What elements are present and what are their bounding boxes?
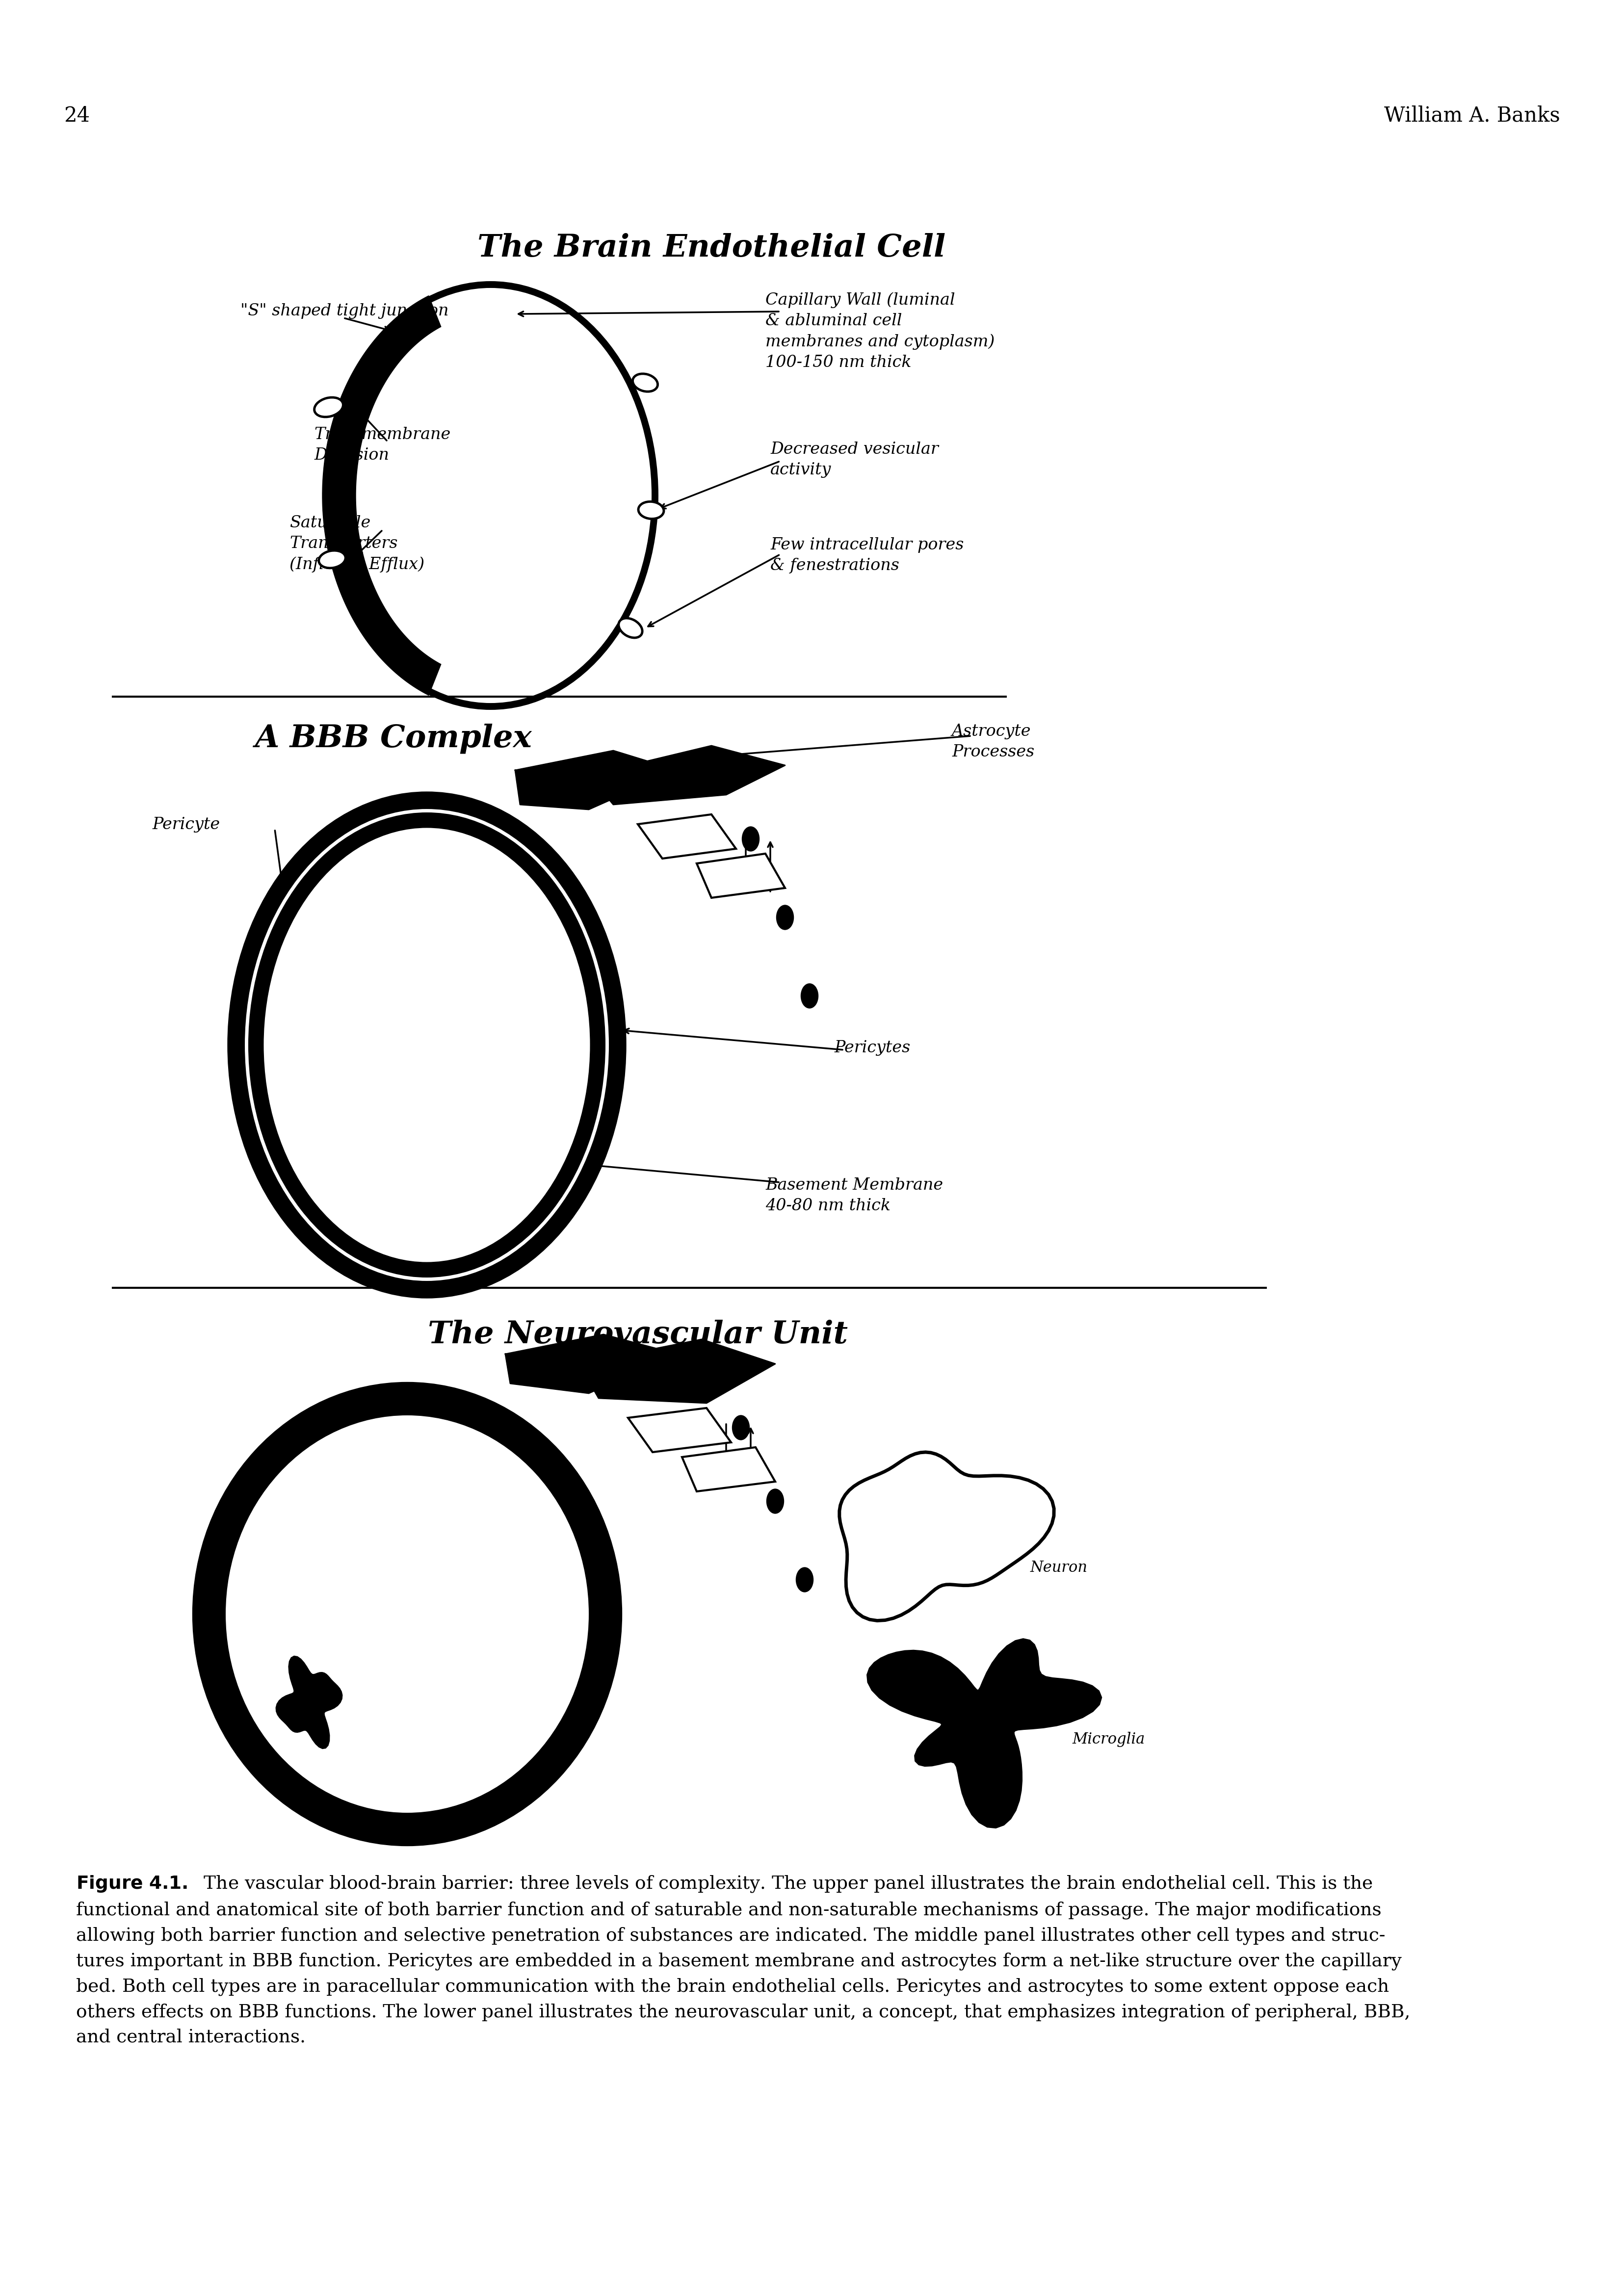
Polygon shape: [505, 1333, 677, 1393]
Text: Few intracellular pores
& fenestrations: Few intracellular pores & fenestrations: [770, 537, 963, 574]
Text: 24: 24: [63, 106, 89, 126]
Ellipse shape: [801, 985, 818, 1008]
Ellipse shape: [263, 828, 590, 1262]
Text: William A. Banks: William A. Banks: [1384, 106, 1561, 126]
Ellipse shape: [767, 1489, 784, 1512]
Polygon shape: [590, 746, 784, 806]
Polygon shape: [515, 750, 677, 810]
Text: Pericytes: Pericytes: [835, 1040, 909, 1056]
Polygon shape: [628, 1409, 731, 1453]
Text: The Brain Endothelial Cell: The Brain Endothelial Cell: [477, 234, 945, 264]
Text: The Neurovascular Unit: The Neurovascular Unit: [427, 1320, 848, 1349]
Text: Pericyte: Pericyte: [153, 817, 219, 833]
Text: Basement Membrane
40-80 nm thick: Basement Membrane 40-80 nm thick: [765, 1177, 944, 1214]
Polygon shape: [578, 1340, 775, 1402]
Text: Microglia: Microglia: [1072, 1733, 1145, 1746]
Ellipse shape: [315, 397, 343, 418]
Polygon shape: [682, 1448, 775, 1492]
Text: Regulatory →
Molecules: Regulatory → Molecules: [274, 1577, 375, 1611]
Polygon shape: [867, 1639, 1101, 1827]
Text: $\mathbf{Figure\ 4.1.}$  The vascular blood-brain barrier: three levels of compl: $\mathbf{Figure\ 4.1.}$ The vascular blo…: [76, 1875, 1410, 2047]
Text: Saturable
Transporters
(Influx & Efflux): Saturable Transporters (Influx & Efflux): [289, 514, 424, 571]
Polygon shape: [697, 854, 784, 897]
Text: Neuron: Neuron: [1030, 1561, 1088, 1574]
Text: A BBB Complex: A BBB Complex: [255, 723, 533, 753]
Ellipse shape: [742, 826, 760, 851]
Text: Nutrients →: Nutrients →: [378, 1528, 468, 1542]
Ellipse shape: [732, 1416, 749, 1439]
Polygon shape: [638, 815, 736, 858]
Text: Binding
Factors: Binding Factors: [417, 1620, 476, 1657]
Ellipse shape: [638, 503, 664, 519]
Ellipse shape: [796, 1567, 814, 1593]
Text: "S" shaped tight junction: "S" shaped tight junction: [240, 303, 448, 319]
Text: Decreased vesicular
activity: Decreased vesicular activity: [770, 441, 939, 477]
Text: Astrocyte
Processes: Astrocyte Processes: [952, 723, 1034, 760]
Ellipse shape: [633, 374, 658, 392]
Polygon shape: [276, 1657, 343, 1749]
Ellipse shape: [226, 1416, 590, 1813]
Polygon shape: [322, 296, 442, 695]
Text: Immune
Cell: Immune Cell: [253, 1746, 315, 1781]
Ellipse shape: [776, 904, 794, 929]
Ellipse shape: [619, 617, 643, 638]
Text: Capillary Wall (luminal
& abluminal cell
membranes and cytoplasm)
100-150 nm thi: Capillary Wall (luminal & abluminal cell…: [765, 291, 994, 369]
Text: Transmembrane
Diffusion: Transmembrane Diffusion: [313, 427, 450, 464]
Polygon shape: [840, 1453, 1054, 1620]
Ellipse shape: [318, 551, 346, 569]
